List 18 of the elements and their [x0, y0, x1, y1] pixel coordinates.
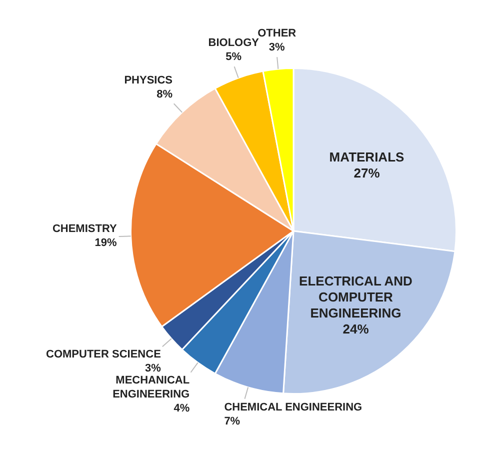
- slice-label: MECHANICAL ENGINEERING: [112, 374, 190, 401]
- data-label: 3%: [268, 42, 286, 54]
- data-label: 4%: [174, 402, 190, 415]
- data-label: 5%: [226, 51, 242, 64]
- slice-label: BIOLOGY: [208, 37, 260, 50]
- slice-label: MATERIALS: [329, 150, 405, 164]
- data-label: 19%: [94, 237, 118, 250]
- data-label: 3%: [145, 362, 162, 374]
- slice-label: PHYSICS: [124, 74, 173, 87]
- slice-label: CHEMISTRY: [52, 223, 118, 236]
- slice-label: ELECTRICAL AND COMPUTER ENGINEERING: [299, 273, 412, 320]
- slice-label: COMPUTER SCIENCE: [46, 348, 161, 360]
- slice-label: OTHER: [258, 28, 296, 40]
- data-label: 27%: [354, 166, 380, 180]
- slice-label: CHEMICAL ENGINEERING: [224, 401, 362, 414]
- data-label: 7%: [224, 415, 240, 428]
- data-label: 24%: [342, 321, 370, 336]
- data-label: 8%: [156, 88, 173, 101]
